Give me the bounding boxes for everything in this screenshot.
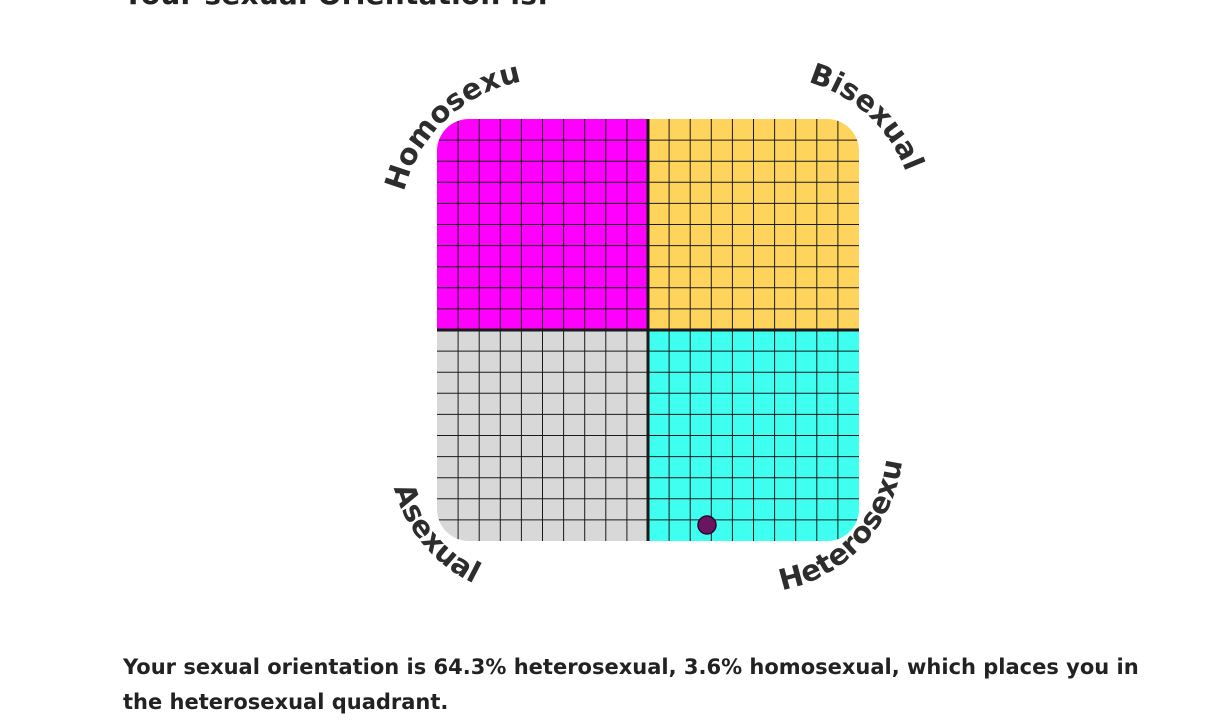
result-marker xyxy=(697,515,717,535)
compass-grid-area xyxy=(437,119,859,541)
page-heading: Your sexual Orientation is: xyxy=(123,0,549,11)
result-summary: Your sexual orientation is 64.3% heteros… xyxy=(123,655,1139,714)
orientation-compass: Homosexual Bisexual Asexual Heterosexual xyxy=(0,0,931,597)
